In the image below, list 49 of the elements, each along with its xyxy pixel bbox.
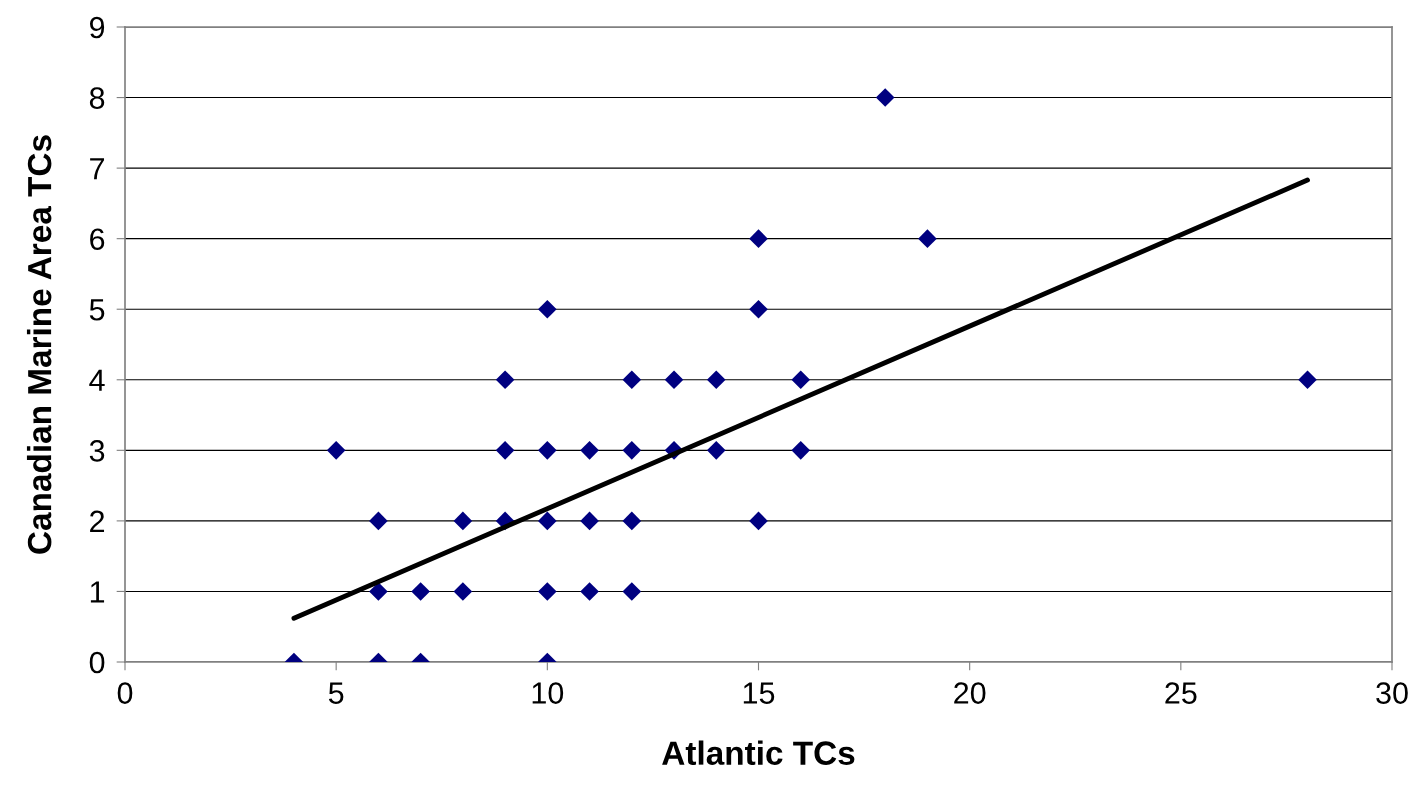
y-tick-label: 8 xyxy=(89,87,105,109)
point xyxy=(622,370,642,390)
point xyxy=(580,441,599,460)
point xyxy=(1298,370,1317,390)
x-tick-label: 15 xyxy=(743,682,775,704)
y-tick-label: 0 xyxy=(89,651,105,674)
point xyxy=(580,511,599,531)
point xyxy=(580,582,599,601)
y-tick-label: 6 xyxy=(90,228,105,251)
y-tick-label: 2 xyxy=(90,510,105,532)
point xyxy=(664,370,684,390)
x-tick-label: 25 xyxy=(1165,682,1197,704)
y-tick-label: 7 xyxy=(90,158,105,180)
point xyxy=(706,370,726,390)
point xyxy=(326,441,346,460)
y-tick-label: 5 xyxy=(89,299,105,321)
y-tick-label: 4 xyxy=(89,369,105,391)
y-tick-label: 1 xyxy=(90,581,105,603)
point xyxy=(749,511,768,531)
y-axis-title: Canadian Marine Area TCs xyxy=(26,135,52,554)
point xyxy=(495,441,515,460)
x-tick-label: 10 xyxy=(532,682,564,704)
point xyxy=(369,582,388,601)
point xyxy=(453,582,473,601)
point xyxy=(749,299,768,319)
x-tick-label: 0 xyxy=(117,682,133,704)
point xyxy=(369,511,388,531)
x-tick-label: 20 xyxy=(954,682,986,704)
point xyxy=(538,299,557,319)
y-tick-label: 9 xyxy=(90,16,105,39)
point xyxy=(918,229,937,248)
point xyxy=(875,88,895,107)
point xyxy=(749,229,768,248)
point xyxy=(411,582,430,601)
point xyxy=(791,370,811,390)
x-axis-title: Atlantic TCs xyxy=(662,740,855,765)
point xyxy=(495,370,515,390)
point xyxy=(538,441,557,460)
point xyxy=(791,441,811,460)
point xyxy=(706,441,726,460)
point xyxy=(538,511,557,531)
point xyxy=(538,582,557,601)
point xyxy=(622,582,642,601)
y-tick-label: 3 xyxy=(89,440,105,462)
x-tick-label: 30 xyxy=(1376,682,1408,704)
point xyxy=(622,511,642,531)
point xyxy=(622,441,642,460)
point xyxy=(453,511,473,531)
x-tick-label: 5 xyxy=(328,682,344,704)
